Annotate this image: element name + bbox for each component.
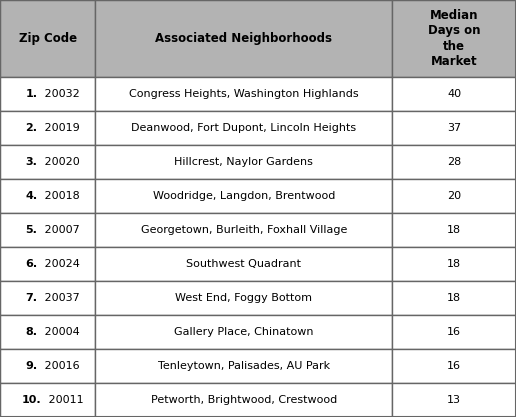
Text: 20037: 20037 — [41, 293, 80, 303]
Bar — [392, 213, 516, 247]
Bar — [0, 77, 95, 111]
Bar — [95, 383, 392, 417]
Text: Associated Neighborhoods: Associated Neighborhoods — [155, 32, 332, 45]
Bar — [392, 349, 516, 383]
Text: 20011: 20011 — [44, 395, 83, 405]
Bar — [392, 0, 516, 77]
Text: 20004: 20004 — [41, 327, 80, 337]
Text: 20019: 20019 — [41, 123, 80, 133]
Text: Congress Heights, Washington Highlands: Congress Heights, Washington Highlands — [129, 89, 359, 99]
Bar — [0, 145, 95, 179]
Text: 8.: 8. — [26, 327, 38, 337]
Bar — [95, 315, 392, 349]
Bar — [95, 145, 392, 179]
Bar — [0, 247, 95, 281]
Text: Zip Code: Zip Code — [19, 32, 77, 45]
Text: Woodridge, Langdon, Brentwood: Woodridge, Langdon, Brentwood — [153, 191, 335, 201]
Bar — [0, 0, 95, 77]
Text: 18: 18 — [447, 225, 461, 235]
Bar — [95, 0, 392, 77]
Text: Median
Days on
the
Market: Median Days on the Market — [428, 9, 480, 68]
Bar — [95, 213, 392, 247]
Text: West End, Foggy Bottom: West End, Foggy Bottom — [175, 293, 312, 303]
Text: 20016: 20016 — [41, 361, 80, 371]
Bar — [0, 383, 95, 417]
Text: 18: 18 — [447, 293, 461, 303]
Bar — [95, 77, 392, 111]
Text: Deanwood, Fort Dupont, Lincoln Heights: Deanwood, Fort Dupont, Lincoln Heights — [131, 123, 357, 133]
Bar — [0, 349, 95, 383]
Text: Georgetown, Burleith, Foxhall Village: Georgetown, Burleith, Foxhall Village — [141, 225, 347, 235]
Text: 9.: 9. — [26, 361, 38, 371]
Text: 20020: 20020 — [41, 157, 80, 167]
Text: 3.: 3. — [26, 157, 38, 167]
Text: 20032: 20032 — [41, 89, 80, 99]
Bar — [0, 179, 95, 213]
Bar — [392, 281, 516, 315]
Bar — [95, 247, 392, 281]
Bar — [392, 179, 516, 213]
Text: 20007: 20007 — [41, 225, 80, 235]
Bar — [0, 281, 95, 315]
Bar — [392, 145, 516, 179]
Bar — [392, 77, 516, 111]
Text: 5.: 5. — [26, 225, 38, 235]
Bar — [392, 247, 516, 281]
Bar — [95, 179, 392, 213]
Text: 18: 18 — [447, 259, 461, 269]
Text: Hillcrest, Naylor Gardens: Hillcrest, Naylor Gardens — [174, 157, 313, 167]
Text: 7.: 7. — [26, 293, 38, 303]
Bar — [0, 111, 95, 145]
Text: Gallery Place, Chinatown: Gallery Place, Chinatown — [174, 327, 314, 337]
Text: Petworth, Brightwood, Crestwood: Petworth, Brightwood, Crestwood — [151, 395, 337, 405]
Text: 16: 16 — [447, 327, 461, 337]
Text: 4.: 4. — [26, 191, 38, 201]
Text: 2.: 2. — [26, 123, 38, 133]
Text: 40: 40 — [447, 89, 461, 99]
Bar — [95, 281, 392, 315]
Text: 16: 16 — [447, 361, 461, 371]
Text: 13: 13 — [447, 395, 461, 405]
Text: 20018: 20018 — [41, 191, 80, 201]
Text: 10.: 10. — [22, 395, 41, 405]
Text: Southwest Quadrant: Southwest Quadrant — [186, 259, 301, 269]
Text: Tenleytown, Palisades, AU Park: Tenleytown, Palisades, AU Park — [158, 361, 330, 371]
Bar — [95, 349, 392, 383]
Bar — [0, 213, 95, 247]
Bar — [392, 315, 516, 349]
Bar — [392, 383, 516, 417]
Text: 20: 20 — [447, 191, 461, 201]
Bar — [392, 111, 516, 145]
Text: 20024: 20024 — [41, 259, 80, 269]
Text: 1.: 1. — [26, 89, 38, 99]
Bar — [0, 315, 95, 349]
Text: 6.: 6. — [26, 259, 38, 269]
Text: 37: 37 — [447, 123, 461, 133]
Text: 28: 28 — [447, 157, 461, 167]
Bar — [95, 111, 392, 145]
